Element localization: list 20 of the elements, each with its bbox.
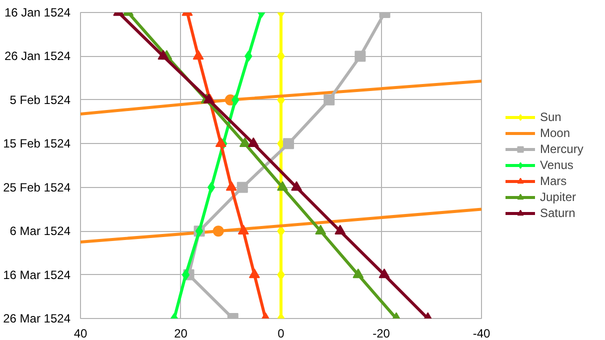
legend-label: Sun <box>540 110 562 124</box>
legend-label: Mars <box>540 174 567 188</box>
x-tick-label: -40 <box>472 326 490 340</box>
y-tick-label: 5 Feb 1524 <box>10 92 71 107</box>
legend-label: Saturn <box>540 206 576 220</box>
y-tick-label: 16 Mar 1524 <box>3 268 71 282</box>
x-tick-label: 20 <box>174 326 188 340</box>
legend-label: Mercury <box>540 142 584 156</box>
legend-label: Venus <box>540 158 574 172</box>
y-tick-label: 16 Jan 1524 <box>4 6 71 20</box>
y-tick-label: 26 Mar 1524 <box>3 312 71 326</box>
y-tick-label: 26 Jan 1524 <box>4 49 71 64</box>
x-tick-label: 0 <box>278 326 285 340</box>
legend-label: Jupiter <box>540 190 576 204</box>
x-tick-label: 40 <box>74 326 88 340</box>
x-tick-label: -20 <box>372 326 390 340</box>
y-tick-label: 15 Feb 1524 <box>3 136 71 151</box>
y-tick-label: 25 Feb 1524 <box>3 180 71 194</box>
legend-label: Moon <box>540 126 570 140</box>
y-tick-label: 6 Mar 1524 <box>10 224 71 238</box>
